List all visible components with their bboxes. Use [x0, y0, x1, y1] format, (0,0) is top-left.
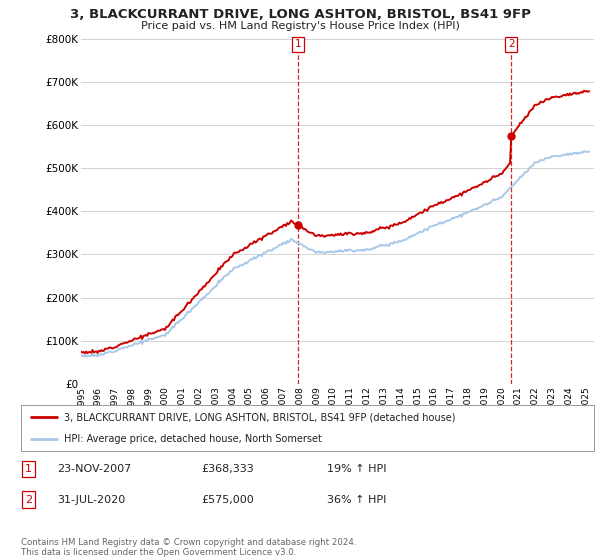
Text: Price paid vs. HM Land Registry's House Price Index (HPI): Price paid vs. HM Land Registry's House … — [140, 21, 460, 31]
Text: HPI: Average price, detached house, North Somerset: HPI: Average price, detached house, Nort… — [64, 435, 322, 444]
Text: 36% ↑ HPI: 36% ↑ HPI — [327, 494, 386, 505]
Text: 3, BLACKCURRANT DRIVE, LONG ASHTON, BRISTOL, BS41 9FP: 3, BLACKCURRANT DRIVE, LONG ASHTON, BRIS… — [70, 8, 530, 21]
Text: 19% ↑ HPI: 19% ↑ HPI — [327, 464, 386, 474]
Text: 1: 1 — [295, 39, 301, 49]
Text: 3, BLACKCURRANT DRIVE, LONG ASHTON, BRISTOL, BS41 9FP (detached house): 3, BLACKCURRANT DRIVE, LONG ASHTON, BRIS… — [64, 412, 455, 422]
Text: 1: 1 — [25, 464, 32, 474]
Text: 31-JUL-2020: 31-JUL-2020 — [57, 494, 125, 505]
Text: 2: 2 — [508, 39, 515, 49]
Text: 2: 2 — [25, 494, 32, 505]
Text: Contains HM Land Registry data © Crown copyright and database right 2024.
This d: Contains HM Land Registry data © Crown c… — [21, 538, 356, 557]
Text: 23-NOV-2007: 23-NOV-2007 — [57, 464, 131, 474]
Text: £575,000: £575,000 — [201, 494, 254, 505]
Text: £368,333: £368,333 — [201, 464, 254, 474]
